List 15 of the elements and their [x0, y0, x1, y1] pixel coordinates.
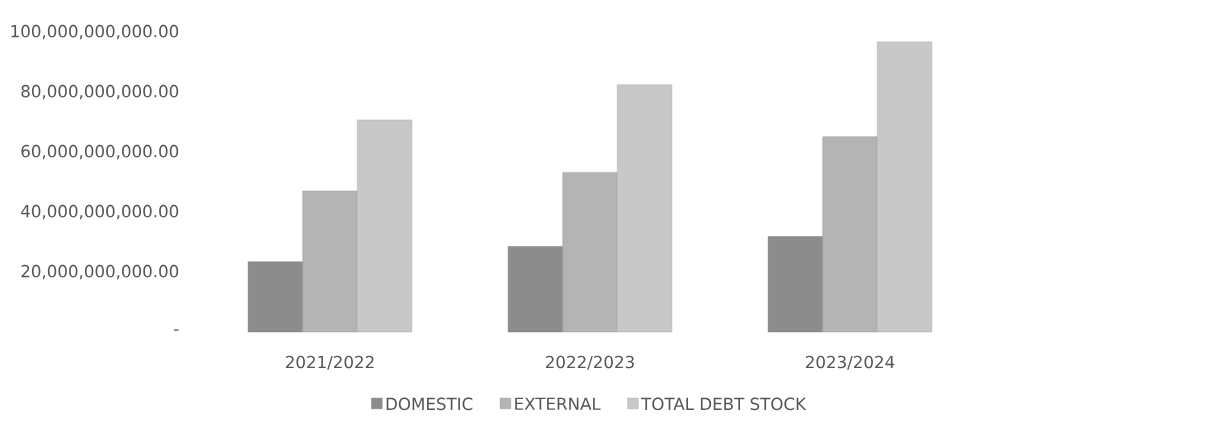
y-tick-label: 20,000,000,000.00: [21, 264, 179, 280]
bar: [617, 84, 673, 333]
y-tick-label: 80,000,000,000.00: [21, 84, 179, 100]
y-tick-label: 60,000,000,000.00: [21, 144, 179, 160]
legend-label: TOTAL DEBT STOCK: [641, 397, 807, 411]
y-tick-label: 40,000,000,000.00: [21, 204, 179, 220]
x-tick-label: 2021/2022: [286, 355, 374, 370]
x-tick-label: 2022/2023: [546, 355, 634, 370]
legend-label: DOMESTIC: [386, 397, 473, 411]
legend-label: EXTERNAL: [515, 397, 601, 410]
bar: [357, 119, 413, 333]
x-tick-label: 2023/2024: [805, 355, 895, 370]
y-tick-label: -: [174, 329, 179, 331]
y-tick-label: 100,000,000,000.00: [11, 24, 179, 40]
bar: [877, 41, 933, 333]
